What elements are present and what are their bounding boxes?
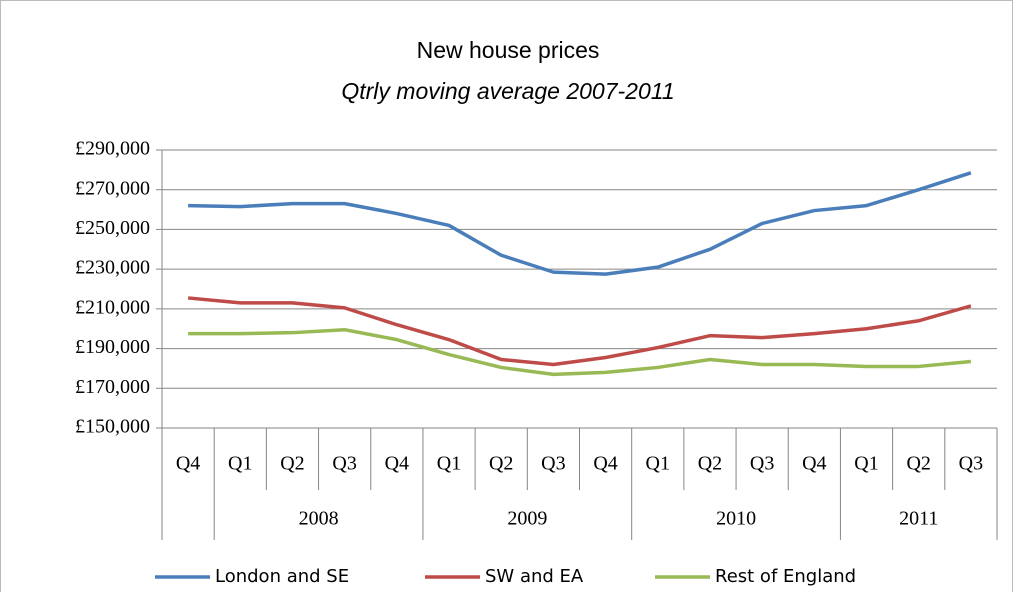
chart-subtitle: Qtrly moving average 2007-2011 (341, 78, 674, 104)
y-tick-label: £190,000 (75, 336, 150, 358)
y-tick-label: £210,000 (75, 296, 150, 318)
x-tick-label: Q2 (698, 453, 722, 475)
x-group-label: 2011 (899, 508, 938, 530)
x-tick-label: Q1 (437, 453, 461, 475)
series-line (188, 327, 972, 377)
series-line (187, 296, 972, 367)
x-tick-label: Q3 (541, 453, 565, 475)
x-tick-label: Q1 (228, 453, 252, 475)
y-tick-label: £230,000 (75, 257, 150, 279)
x-tick-label: Q4 (802, 453, 826, 475)
x-tick-label: Q3 (332, 453, 356, 475)
y-tick-label: £270,000 (75, 177, 150, 199)
x-tick-label: Q4 (593, 453, 617, 475)
y-tick-label: £290,000 (75, 138, 150, 160)
x-tick-label: Q1 (646, 453, 670, 475)
legend-label: SW and EA (485, 566, 584, 587)
legend-label: London and SE (215, 566, 349, 587)
x-group-label: 2010 (716, 508, 756, 530)
chart-title: New house prices (417, 37, 600, 63)
x-group-label: 2008 (299, 508, 339, 530)
legend-label: Rest of England (715, 566, 856, 587)
x-tick-label: Q3 (750, 453, 774, 475)
x-group-label: 2009 (507, 508, 547, 530)
x-tick-label: Q4 (176, 453, 200, 475)
series-line (188, 171, 972, 276)
y-tick-label: £250,000 (75, 217, 150, 239)
x-tick-label: Q2 (280, 453, 304, 475)
x-tick-label: Q3 (959, 453, 983, 475)
x-tick-label: Q2 (489, 453, 513, 475)
y-tick-label: £150,000 (75, 416, 150, 438)
x-tick-label: Q4 (385, 453, 409, 475)
y-tick-label: £170,000 (75, 376, 150, 398)
x-tick-label: Q2 (906, 453, 930, 475)
x-tick-label: Q1 (854, 453, 878, 475)
